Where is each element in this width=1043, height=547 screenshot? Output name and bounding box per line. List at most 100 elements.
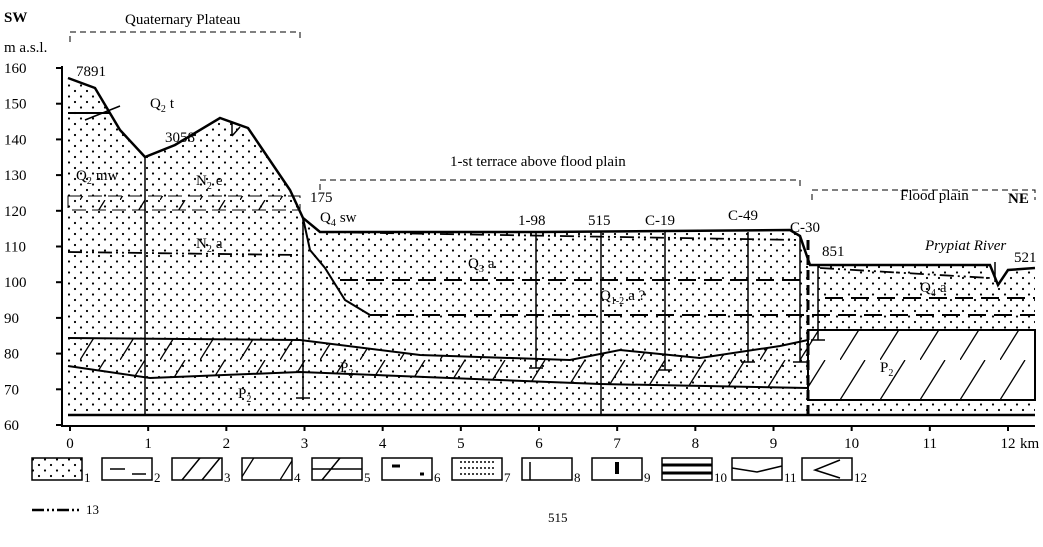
upper-clay [67, 195, 301, 211]
unit-symbol: Q [600, 288, 611, 304]
unit-symbol: P [880, 360, 888, 376]
legend-well: 515 [548, 510, 568, 525]
x-tick-label: 12 [1001, 436, 1016, 452]
legend-number: 13 [86, 502, 99, 517]
x-axis-unit: km [1020, 436, 1040, 452]
unit-label: N2 e [196, 173, 223, 192]
sw-label: SW [4, 10, 27, 26]
shape [812, 459, 841, 479]
unit-label: Q4 a [920, 280, 947, 299]
dash-dot-line [67, 231, 991, 279]
units-label: m a.s.l. [4, 40, 47, 56]
unit-label: P2 [880, 360, 893, 379]
well-label: C-30 [790, 220, 820, 236]
arrows [84, 105, 996, 282]
shape [661, 457, 713, 481]
unit-label: P2 [340, 360, 353, 379]
well-label: 3058 [165, 130, 195, 146]
unit-symbol: Q [76, 168, 87, 184]
legend-number: 12 [854, 470, 867, 485]
clay-block-hatch [807, 329, 1036, 401]
x-tick-label: 8 [692, 436, 700, 452]
x-tick-label: 10 [844, 436, 859, 452]
unit-label: Q1-2 a ? [600, 288, 646, 307]
legend-number: 7 [504, 470, 511, 485]
unit-index: 3 [479, 264, 484, 275]
unit-label: Q2 mw [76, 168, 119, 187]
shape [801, 457, 853, 481]
unit-symbol: P [238, 386, 246, 402]
dashed-boundary [340, 279, 1035, 316]
shape [662, 463, 712, 475]
x-tick-label: 1 [144, 436, 152, 452]
shape [521, 457, 573, 481]
x-tick-label: 4 [379, 436, 387, 452]
y-tick-label: 160 [4, 61, 27, 77]
legend-number: 11 [784, 470, 797, 485]
unit-label: Q3 a [468, 256, 495, 275]
zone-label: Flood plain [900, 188, 969, 204]
y-tick-label: 150 [4, 97, 27, 113]
shape [312, 457, 362, 481]
shape [241, 457, 293, 481]
shape [731, 457, 783, 481]
unit-label: Q4 sw [320, 210, 357, 229]
shape [392, 464, 424, 476]
unit-index: 2 [87, 176, 92, 187]
zone-label: Quaternary Plateau [125, 12, 241, 28]
unit-index: 2 [161, 104, 166, 115]
x-tick-label: 2 [223, 436, 231, 452]
legend-number: 6 [434, 470, 441, 485]
unit-symbol: Q [920, 280, 931, 296]
unit-symbol: N [196, 173, 207, 189]
unit-index: 2 [348, 368, 353, 379]
legend-number: 9 [644, 470, 651, 485]
unit-index: 2 [207, 181, 212, 192]
y-tick-label: 120 [4, 204, 27, 220]
shape [101, 457, 153, 481]
unit-index: 4 [931, 288, 936, 299]
unit-facies: mw [96, 168, 119, 184]
shape [731, 465, 783, 473]
unit-facies: a ? [628, 288, 645, 304]
y-tick-label: 140 [4, 132, 27, 148]
y-tick-label: 90 [4, 311, 19, 327]
erosion-edge [302, 217, 371, 316]
well-label: 7891 [76, 64, 106, 80]
river-label: Prypiat River [924, 238, 1006, 254]
well-label: 515 [588, 213, 611, 229]
x-tick-label: 9 [770, 436, 778, 452]
unit-facies: a [488, 256, 495, 272]
shape [591, 457, 643, 481]
y-tick-label: 110 [4, 240, 26, 256]
unit-facies: t [170, 96, 175, 112]
well-label: 175 [310, 190, 333, 206]
labels: SW NE m a.s.l. Quaternary Plateau 1-st t… [4, 10, 1037, 525]
shape [110, 468, 146, 475]
x-tick-label: 7 [613, 436, 621, 452]
shape [381, 457, 433, 481]
well-label: 521 [1014, 250, 1037, 266]
zone-brackets [69, 31, 1036, 200]
shape [181, 457, 221, 481]
unit-index: 4 [331, 218, 336, 229]
shape [171, 457, 223, 481]
legend-number: 3 [224, 470, 231, 485]
y-tick-label: 100 [4, 275, 27, 291]
well-label: 1-98 [518, 213, 546, 229]
shape [31, 457, 83, 481]
unit-facies: a [216, 236, 223, 252]
zone-label: 1-st terrace above flood plain [450, 154, 626, 170]
y-tick-label: 70 [4, 382, 19, 398]
x-tick-label: 6 [535, 436, 543, 452]
unit-label: N2 a [196, 236, 223, 255]
unit-symbol: Q [468, 256, 479, 272]
well-label: C-19 [645, 213, 675, 229]
unit-symbol: N [196, 236, 207, 252]
legend-number: 1 [84, 470, 91, 485]
legend-number: 4 [294, 470, 301, 485]
unit-facies: a [940, 280, 947, 296]
geology [61, 31, 1036, 427]
sand-body [68, 78, 1035, 415]
